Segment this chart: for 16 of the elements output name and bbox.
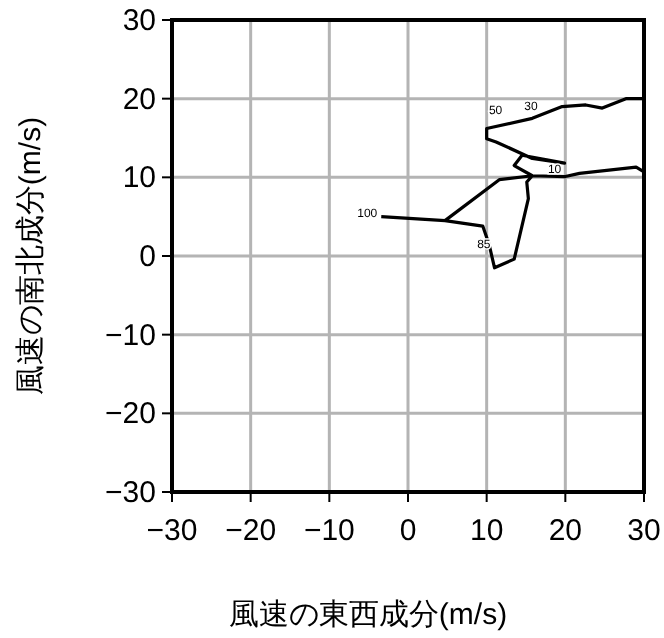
y-axis-title: 風速の南北成分(m/s) — [14, 116, 48, 396]
x-tick-label: 20 — [548, 514, 583, 548]
y-tick-label: 30 — [122, 4, 156, 38]
x-tick-label: −20 — [225, 514, 277, 548]
x-tick-label: 30 — [627, 514, 661, 548]
y-tick-label: −30 — [105, 476, 156, 510]
x-tick-label: 10 — [469, 514, 504, 548]
x-tick-label: 0 — [399, 514, 417, 548]
y-tick-label: 0 — [139, 240, 156, 274]
x-tick-label: −30 — [146, 514, 198, 548]
y-tick-label: 10 — [122, 161, 156, 196]
y-tick-label: −10 — [105, 318, 156, 353]
x-axis-title: 風速の東西成分(m/s) — [228, 598, 508, 632]
x-tick-label: −10 — [303, 514, 355, 548]
y-tick-label: −20 — [105, 397, 156, 432]
y-tick-label: 20 — [122, 82, 156, 117]
